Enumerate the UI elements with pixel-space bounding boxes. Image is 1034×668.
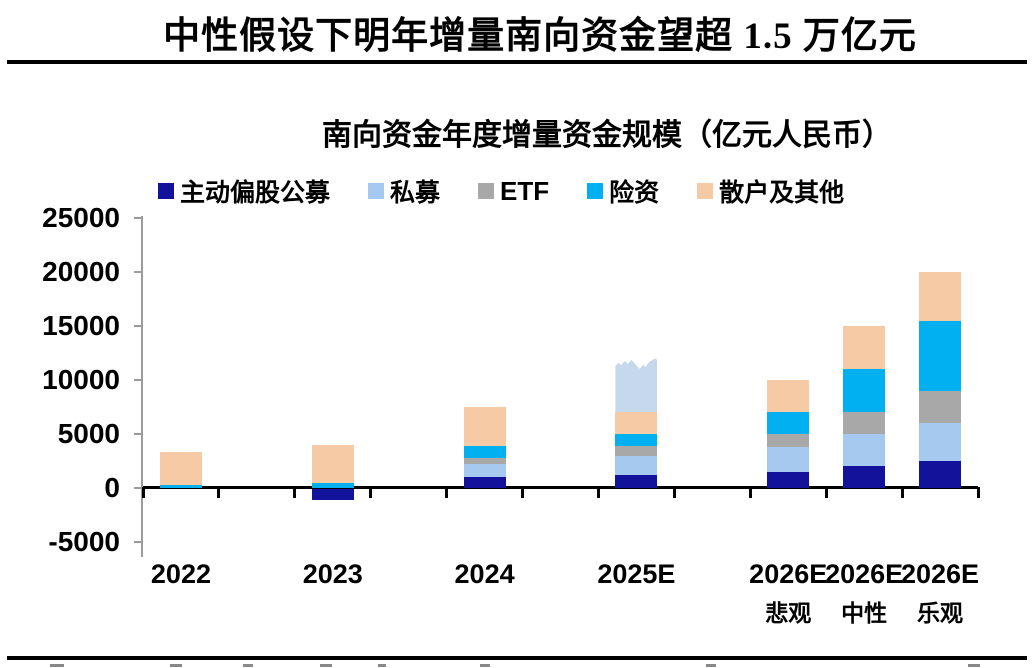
bar-segment-private-fund-2026e-pessimistic	[767, 446, 810, 472]
x-axis-tick	[596, 487, 600, 498]
bar-segment-etf-2025e	[615, 445, 658, 456]
bar-segment-insurance-2022	[159, 484, 202, 488]
legend-label-insurance: 险资	[609, 180, 660, 207]
x-axis-tick	[369, 487, 373, 498]
legend-item-insurance: 险资	[587, 173, 659, 209]
x-axis-tick	[521, 487, 525, 498]
bar-segment-active-equity-mutual-fund-2026e-pessimistic	[767, 471, 810, 488]
bar-segment-etf-2026e-neutral	[843, 412, 886, 434]
cropped-footer-fragment	[706, 664, 716, 667]
bar-segment-retail-and-others-2026e-pessimistic	[767, 380, 810, 413]
top-divider	[7, 60, 1027, 64]
bar-segment-retail-and-others-2023	[311, 444, 354, 483]
y-axis-label: 15000	[42, 310, 120, 341]
x-axis-tick	[445, 487, 449, 498]
x-axis-tick	[824, 487, 828, 498]
legend-swatch-insurance	[587, 183, 604, 199]
bar-segment-insurance-2023	[311, 482, 354, 488]
bar-segment-retail-and-others-2026e-optimistic	[919, 272, 962, 321]
cropped-footer-fragment	[243, 664, 253, 667]
x-axis-tick	[748, 487, 752, 498]
bar-segment-insurance-2024	[463, 445, 506, 458]
y-axis-label: 5000	[57, 418, 120, 449]
bar-segment-active-equity-mutual-fund-2025e	[615, 475, 658, 488]
x-axis-tick	[672, 487, 676, 498]
x-axis-tick	[141, 487, 145, 498]
x-axis-label-2026e-neutral: 2026E	[825, 559, 904, 589]
y-axis-tick	[134, 217, 142, 219]
x-axis-zero-line	[143, 486, 978, 489]
y-axis-tick	[134, 487, 142, 489]
legend-label-active-equity-mutual-fund: 主动偏股公募	[180, 180, 331, 207]
x-axis-sublabel-2026e-neutral: 中性	[841, 601, 888, 626]
bar-segment-etf-2026e-optimistic	[919, 390, 962, 424]
bar-segment-active-equity-mutual-fund-2026e-optimistic	[919, 461, 962, 488]
x-axis-label-2026e-optimistic: 2026E	[900, 559, 980, 589]
bar-segment-private-fund-2026e-neutral	[843, 434, 886, 467]
x-axis-label-2022: 2022	[150, 559, 211, 589]
cropped-footer-fragment	[170, 664, 182, 667]
bar-segment-active-equity-mutual-fund-2023	[311, 489, 354, 500]
bar-segment-private-fund-2026e-optimistic	[919, 423, 962, 461]
bar-segment-active-equity-mutual-fund-2024	[463, 477, 506, 488]
y-axis-tick	[134, 271, 142, 273]
cropped-footer-fragment	[50, 664, 64, 667]
bar-segment-unlabeled-pale-blue-2025e	[615, 358, 658, 413]
x-axis-label-2025e: 2025E	[597, 559, 676, 589]
bar-segment-insurance-2026e-pessimistic	[767, 412, 810, 434]
bar-segment-etf-2026e-pessimistic	[767, 434, 810, 447]
bar-segment-retail-and-others-2024	[463, 407, 506, 446]
x-axis-tick	[217, 487, 221, 498]
bar-segment-private-fund-2025e	[615, 455, 658, 476]
y-axis-label: 20000	[42, 256, 120, 287]
x-axis-sublabel-2026e-pessimistic: 悲观	[765, 601, 812, 626]
y-axis-label: -5000	[48, 526, 120, 557]
legend-item-private-fund: 私募	[368, 173, 440, 209]
chart-title: 南向资金年度增量资金规模（亿元人民币）	[322, 119, 892, 152]
x-axis-sublabel-2026e-optimistic: 乐观	[917, 601, 964, 626]
bar-segment-etf-2024	[463, 457, 506, 465]
legend-swatch-retail-and-others	[697, 183, 714, 199]
page-title: 中性假设下明年增量南向资金望超 1.5 万亿元	[163, 16, 917, 57]
x-axis-label-2024: 2024	[454, 559, 515, 589]
bar-segment-active-equity-mutual-fund-2026e-neutral	[843, 466, 886, 488]
bar-segment-retail-and-others-2025e	[615, 412, 658, 434]
x-axis-tick	[900, 487, 904, 498]
cropped-footer-fragment	[968, 664, 980, 667]
legend-swatch-etf	[478, 183, 495, 199]
legend-swatch-active-equity-mutual-fund	[158, 183, 174, 199]
x-axis-label-2026e-pessimistic: 2026E	[749, 559, 828, 589]
bar-segment-retail-and-others-2026e-neutral	[843, 326, 886, 370]
y-axis-tick	[134, 541, 142, 543]
bar-segment-insurance-2026e-neutral	[843, 369, 886, 413]
legend-item-etf: ETF	[478, 176, 549, 207]
cropped-footer-fragment	[378, 664, 386, 667]
legend-label-retail-and-others: 散户及其他	[719, 180, 845, 207]
y-axis-tick	[134, 325, 142, 327]
y-axis-tick	[134, 379, 142, 381]
x-axis-label-2023: 2023	[302, 559, 363, 589]
y-axis-tick	[134, 433, 142, 435]
y-axis-line	[141, 216, 143, 557]
legend-swatch-private-fund	[368, 183, 385, 199]
chart-legend: 主动偏股公募 私募 ETF 险资 散户及其他	[158, 173, 844, 209]
y-axis-label: 0	[104, 472, 120, 503]
x-axis-tick	[293, 487, 297, 498]
bar-segment-retail-and-others-2022	[159, 452, 202, 485]
legend-label-private-fund: 私募	[390, 180, 441, 207]
x-axis-tick	[976, 487, 980, 498]
y-axis-label: 10000	[42, 364, 120, 395]
bar-segment-insurance-2026e-optimistic	[919, 320, 962, 391]
bottom-divider	[7, 656, 1027, 660]
cropped-footer-fragment	[320, 664, 332, 667]
bar-segment-private-fund-2024	[463, 464, 506, 478]
legend-label-etf: ETF	[500, 175, 550, 206]
cropped-footer-fragment	[480, 664, 490, 667]
legend-item-active-equity-mutual-fund: 主动偏股公募	[158, 173, 330, 209]
legend-item-retail-and-others: 散户及其他	[697, 173, 844, 209]
bar-segment-insurance-2025e	[615, 434, 658, 446]
y-axis-label: 25000	[42, 202, 120, 233]
